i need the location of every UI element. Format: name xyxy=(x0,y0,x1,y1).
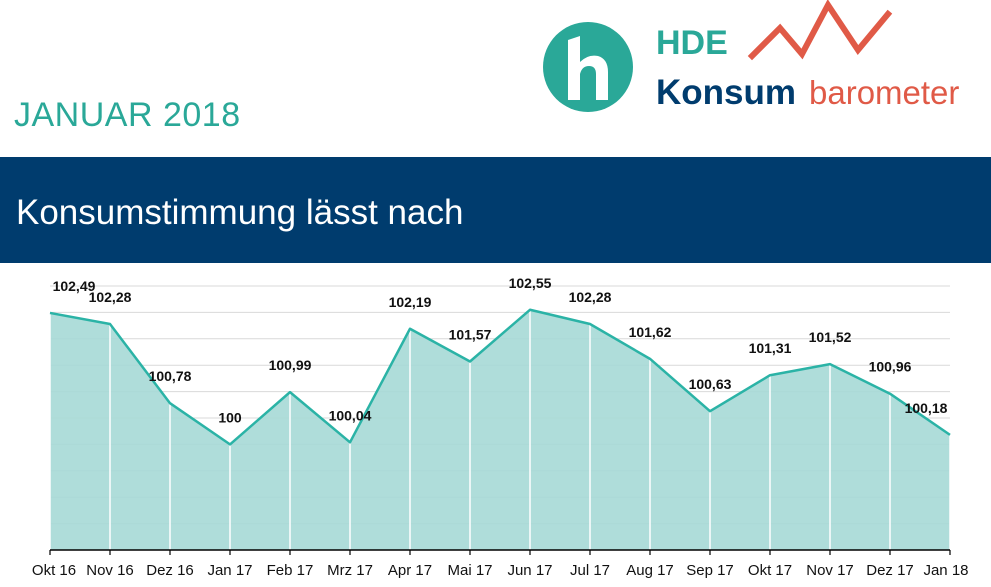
x-tick-label: Apr 17 xyxy=(388,562,432,579)
data-label: 102,19 xyxy=(389,294,432,310)
x-tick-label: Dez 17 xyxy=(866,562,914,579)
data-label: 100,04 xyxy=(329,407,372,423)
series-line xyxy=(49,308,951,446)
x-tick-label: Jan 18 xyxy=(923,562,968,579)
x-tick-label: Jan 17 xyxy=(207,562,252,579)
logo-h-circle-icon xyxy=(543,22,633,112)
data-label: 100,18 xyxy=(905,400,948,416)
headline-title: Konsumstimmung lässt nach xyxy=(16,193,464,232)
headline-banner: Konsumstimmung lässt nach xyxy=(0,157,991,263)
x-tick-label: Okt 16 xyxy=(32,562,76,579)
consumer-barometer-chart: 102,49 Okt 16 102,28 Nov 16 100,78 Dez 16 100 J… xyxy=(32,275,969,579)
x-tick-label: Jun 17 xyxy=(507,562,552,579)
data-label: 100,63 xyxy=(689,376,732,392)
report-date: JANUAR 2018 xyxy=(14,96,241,134)
data-label: 100,78 xyxy=(149,368,192,384)
x-tick-label: Mrz 17 xyxy=(327,562,373,579)
data-label: 102,28 xyxy=(89,289,132,305)
x-tick-label: Sep 17 xyxy=(686,562,734,579)
data-label: 100,96 xyxy=(869,359,912,375)
data-label: 101,57 xyxy=(449,327,492,343)
x-tick-label: Nov 16 xyxy=(86,562,134,579)
data-label: 101,31 xyxy=(749,340,792,356)
data-label: 100 xyxy=(218,409,242,425)
x-tick-label: Mai 17 xyxy=(447,562,492,579)
data-label: 102,55 xyxy=(509,275,552,291)
x-tick-label: Feb 17 xyxy=(267,562,314,579)
x-tick-label: Dez 16 xyxy=(146,562,194,579)
data-label: 101,62 xyxy=(629,324,672,340)
data-label: 100,99 xyxy=(269,357,312,373)
logo-barometer-text: barometer xyxy=(809,74,959,111)
logo-konsum-text: Konsum xyxy=(656,73,796,112)
x-tick-label: Aug 17 xyxy=(626,562,674,579)
data-label: 102,49 xyxy=(53,278,96,294)
x-tick-label: Okt 17 xyxy=(748,562,792,579)
logo-hde-text: HDE xyxy=(656,24,728,62)
logo-h-letter-icon xyxy=(568,36,608,100)
logo-trend-line-icon xyxy=(747,0,893,61)
area-fill xyxy=(50,309,950,550)
x-tick-label: Nov 17 xyxy=(806,562,854,579)
data-label: 102,28 xyxy=(569,289,612,305)
data-label: 101,52 xyxy=(809,329,852,345)
hde-logo: HDE Konsum barometer xyxy=(543,0,959,112)
x-tick-label: Jul 17 xyxy=(570,562,610,579)
